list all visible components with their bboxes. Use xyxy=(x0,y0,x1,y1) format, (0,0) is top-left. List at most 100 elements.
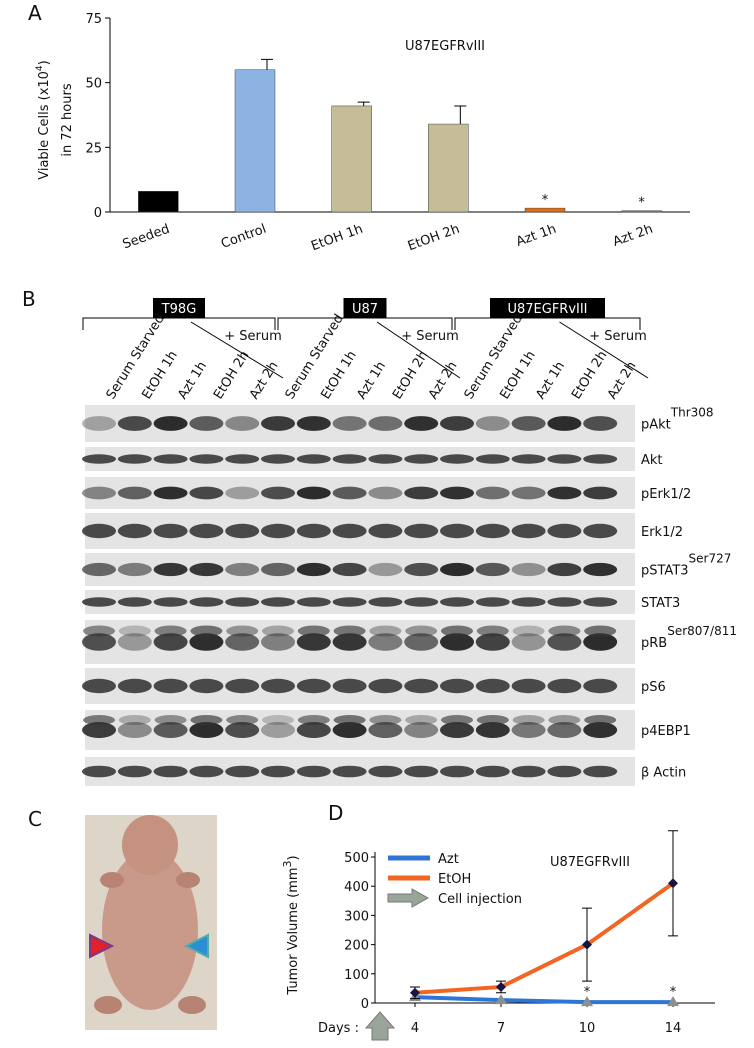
blot-band xyxy=(547,597,582,607)
blot-band xyxy=(296,416,331,431)
y-axis-label: in 72 hours xyxy=(60,83,75,156)
legend-arrow xyxy=(387,888,430,908)
blot-band xyxy=(296,722,331,738)
superscript: 3 xyxy=(281,860,294,867)
blot-band xyxy=(440,678,474,694)
x-tick-label: Seeded xyxy=(121,222,172,253)
y-tick-label: 500 xyxy=(344,851,369,866)
row-label-text: Akt xyxy=(641,453,663,468)
blot-band xyxy=(261,454,295,464)
row-label-text: pS6 xyxy=(641,680,666,695)
blot-band xyxy=(476,715,509,725)
row-label-sup: Ser727 xyxy=(689,552,732,566)
blot-band xyxy=(153,597,188,607)
lane-label: Azt 1h xyxy=(354,359,389,402)
x-tick-label: 7 xyxy=(497,1021,505,1036)
x-tick-label: 10 xyxy=(579,1021,596,1036)
blot-band xyxy=(368,633,403,651)
blot-band xyxy=(511,597,546,607)
error-bar xyxy=(357,101,370,106)
group-box xyxy=(153,298,205,318)
blot-band xyxy=(189,765,224,778)
blot-band xyxy=(548,715,581,725)
blot-band xyxy=(583,678,618,694)
blot-band xyxy=(368,765,403,778)
blot-band xyxy=(405,625,438,637)
blot-band xyxy=(82,416,116,431)
blot-band xyxy=(440,454,474,464)
blot-band xyxy=(296,454,331,464)
blot-band xyxy=(547,486,582,500)
point xyxy=(495,994,507,1005)
y-tick-label: 0 xyxy=(361,997,369,1012)
blot-band xyxy=(189,562,224,577)
y-tick-label: 75 xyxy=(85,12,102,27)
panel-label: A xyxy=(28,1,42,25)
blot-band xyxy=(583,454,618,464)
serum-line xyxy=(559,321,649,379)
bar xyxy=(428,123,469,213)
point xyxy=(582,939,592,950)
point xyxy=(668,878,678,889)
lane-label: Azt 1h xyxy=(175,359,210,402)
blot-band xyxy=(153,486,188,500)
blot-band xyxy=(404,562,439,577)
row-label-text: β Actin xyxy=(641,766,686,781)
blot-band xyxy=(117,722,152,738)
bar xyxy=(138,191,179,213)
blot-band xyxy=(261,416,295,431)
blot-band xyxy=(189,454,224,464)
blot-band xyxy=(332,562,367,577)
blot-band xyxy=(117,562,152,577)
blot-band xyxy=(154,715,187,725)
y-tick-label: 100 xyxy=(344,968,369,983)
blot-band xyxy=(117,454,152,464)
significance: * xyxy=(638,196,645,211)
blot-band xyxy=(332,523,367,539)
blot-band xyxy=(226,625,259,637)
y-tick-label: 400 xyxy=(344,880,369,895)
blot-band xyxy=(117,765,152,778)
blot-band xyxy=(584,715,617,725)
x-tick-label: Azt 1h xyxy=(514,222,558,250)
blot-band xyxy=(583,486,618,500)
label-text: ) xyxy=(37,60,52,65)
blot-band xyxy=(404,416,439,431)
blot-band xyxy=(117,486,152,500)
blot-band xyxy=(368,523,403,539)
blot-band xyxy=(583,633,618,651)
blot-band xyxy=(261,562,295,577)
blot-band xyxy=(368,722,403,738)
blot-band xyxy=(369,625,402,637)
blot-band xyxy=(117,678,152,694)
chart-title: U87EGFRvIII xyxy=(550,855,630,870)
blot-band xyxy=(404,765,439,778)
blot-band xyxy=(83,625,115,637)
blot-band xyxy=(190,715,223,725)
serum-line xyxy=(376,321,461,379)
blot-band xyxy=(368,416,403,431)
blot-band xyxy=(189,416,224,431)
blot-band xyxy=(332,486,367,500)
blot-band xyxy=(82,454,116,464)
panel-label: C xyxy=(28,807,42,831)
row-label: pSTAT3Ser727 xyxy=(641,552,731,579)
blot-band xyxy=(547,416,582,431)
blot-band xyxy=(332,454,367,464)
x-tick-label: EtOH 2h xyxy=(406,222,462,255)
blot-band xyxy=(261,678,295,694)
row-label: β Actin xyxy=(641,766,686,781)
serum-label: + Serum xyxy=(224,329,282,344)
blot-band xyxy=(404,678,439,694)
point xyxy=(410,987,420,998)
blot-band xyxy=(332,678,367,694)
blot-band xyxy=(475,765,510,778)
blot-band xyxy=(404,523,439,539)
x-tick-label: 14 xyxy=(665,1021,682,1036)
blot-band xyxy=(225,562,260,577)
blot-band xyxy=(475,486,510,500)
blot-band xyxy=(225,722,260,738)
blot-band xyxy=(475,523,510,539)
blot-band xyxy=(225,633,260,651)
blot-band xyxy=(404,597,439,607)
